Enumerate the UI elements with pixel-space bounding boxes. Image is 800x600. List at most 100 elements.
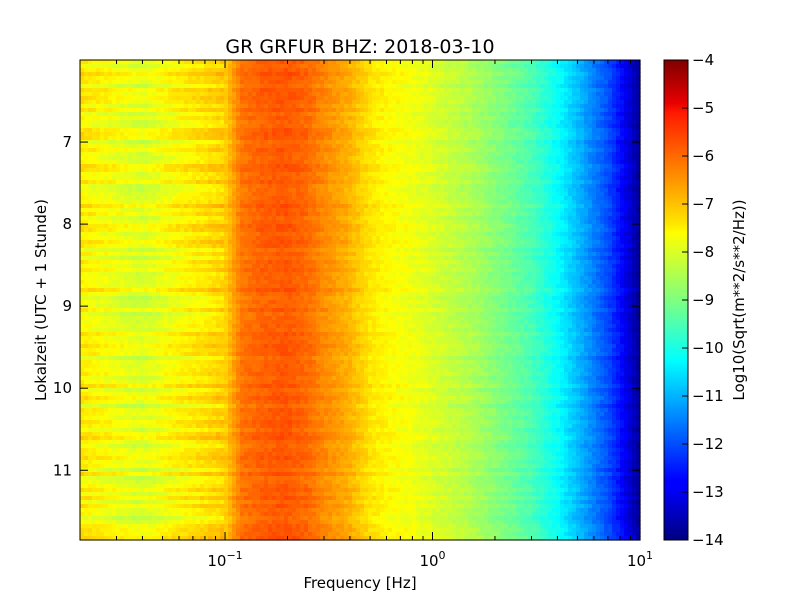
heatmap-cell: [304, 160, 309, 165]
heatmap-cell: [544, 96, 549, 101]
heatmap-cell: [148, 96, 153, 101]
heatmap-cell: [460, 104, 465, 109]
heatmap-cell: [460, 152, 465, 157]
heatmap-cell: [556, 64, 561, 69]
heatmap-cell: [476, 172, 481, 177]
heatmap-cell: [540, 184, 545, 189]
heatmap-cell: [556, 96, 561, 101]
heatmap-cell: [424, 176, 429, 181]
heatmap-cell: [208, 76, 213, 81]
heatmap-cell: [276, 68, 281, 73]
heatmap-cell: [608, 172, 613, 177]
heatmap-cell: [224, 112, 229, 117]
heatmap-cell: [536, 96, 541, 101]
heatmap-cell: [592, 164, 597, 169]
heatmap-cell: [380, 112, 385, 117]
heatmap-cell: [468, 120, 473, 125]
heatmap-cell: [260, 148, 265, 153]
heatmap-cell: [588, 136, 593, 141]
heatmap-cell: [196, 148, 201, 153]
heatmap-cell: [100, 88, 105, 93]
heatmap-cell: [112, 72, 117, 77]
heatmap-cell: [308, 64, 313, 69]
heatmap-cell: [376, 116, 381, 121]
heatmap-cell: [444, 136, 449, 141]
heatmap-cell: [600, 168, 605, 173]
heatmap-cell: [176, 100, 181, 105]
heatmap-cell: [588, 60, 593, 65]
heatmap-cell: [260, 132, 265, 137]
heatmap-cell: [140, 104, 145, 109]
heatmap-cell: [440, 136, 445, 141]
heatmap-cell: [256, 72, 261, 77]
heatmap-cell: [424, 172, 429, 177]
heatmap-cell: [524, 120, 529, 125]
heatmap-cell: [164, 84, 169, 89]
heatmap-cell: [280, 92, 285, 97]
heatmap-cell: [324, 160, 329, 165]
heatmap-cell: [472, 92, 477, 97]
heatmap-cell: [312, 128, 317, 133]
heatmap-cell: [80, 160, 85, 165]
heatmap-cell: [372, 120, 377, 125]
heatmap-cell: [260, 180, 265, 185]
heatmap-cell: [212, 164, 217, 169]
heatmap-cell: [120, 84, 125, 89]
heatmap-cell: [240, 80, 245, 85]
heatmap-cell: [372, 136, 377, 141]
heatmap-cell: [284, 168, 289, 173]
heatmap-cell: [384, 172, 389, 177]
heatmap-cell: [316, 156, 321, 161]
heatmap-cell: [548, 184, 553, 189]
heatmap-cell: [136, 108, 141, 113]
heatmap-cell: [244, 136, 249, 141]
heatmap-cell: [444, 164, 449, 169]
heatmap-cell: [476, 176, 481, 181]
heatmap-cell: [360, 196, 365, 201]
heatmap-cell: [172, 132, 177, 137]
heatmap-cell: [408, 124, 413, 129]
heatmap-cell: [620, 152, 625, 157]
heatmap-cell: [80, 188, 85, 193]
heatmap-cell: [536, 160, 541, 165]
heatmap-cell: [272, 112, 277, 117]
heatmap-cell: [396, 192, 401, 197]
heatmap-cell: [320, 176, 325, 181]
heatmap-cell: [260, 64, 265, 69]
heatmap-cell: [328, 192, 333, 197]
heatmap-cell: [244, 200, 249, 205]
heatmap-cell: [192, 168, 197, 173]
heatmap-cell: [156, 96, 161, 101]
heatmap-cell: [616, 168, 621, 173]
heatmap-cell: [512, 60, 517, 65]
heatmap-cell: [320, 132, 325, 137]
heatmap-cell: [580, 68, 585, 73]
heatmap-cell: [504, 92, 509, 97]
heatmap-cell: [152, 80, 157, 85]
heatmap-cell: [368, 196, 373, 201]
heatmap-cell: [400, 80, 405, 85]
heatmap-cell: [464, 136, 469, 141]
heatmap-cell: [412, 136, 417, 141]
heatmap-cell: [208, 196, 213, 201]
heatmap-cell: [312, 196, 317, 201]
heatmap-cell: [328, 132, 333, 137]
heatmap-cell: [100, 200, 105, 205]
heatmap-cell: [188, 92, 193, 97]
heatmap-cell: [244, 156, 249, 161]
heatmap-cell: [316, 188, 321, 193]
heatmap-cell: [192, 132, 197, 137]
heatmap-cell: [132, 132, 137, 137]
heatmap-cell: [328, 68, 333, 73]
heatmap-cell: [140, 72, 145, 77]
heatmap-cell: [592, 76, 597, 81]
heatmap-cell: [176, 128, 181, 133]
heatmap-cell: [504, 132, 509, 137]
heatmap-cell: [492, 160, 497, 165]
heatmap-cell: [560, 172, 565, 177]
heatmap-cell: [612, 112, 617, 117]
heatmap-cell: [152, 68, 157, 73]
heatmap-cell: [564, 88, 569, 93]
heatmap-cell: [264, 140, 269, 145]
heatmap-cell: [296, 104, 301, 109]
